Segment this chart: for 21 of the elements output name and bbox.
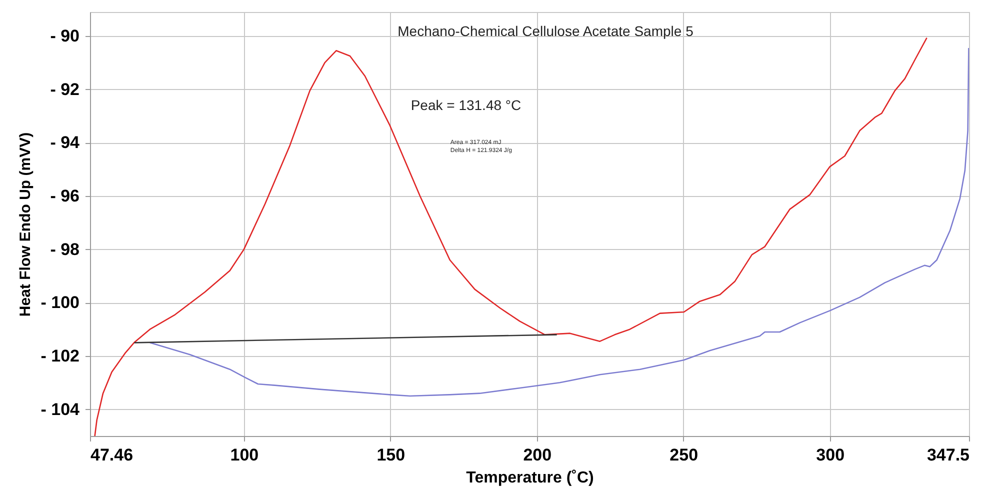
y-tick-label: - 96 bbox=[50, 186, 80, 206]
y-tick-label: - 100 bbox=[40, 293, 80, 312]
y-tick-label: - 104 bbox=[40, 400, 80, 419]
y-tick-label: - 102 bbox=[40, 346, 80, 366]
y-tick-label: - 92 bbox=[50, 80, 80, 99]
x-tick-label: 200 bbox=[523, 446, 552, 464]
y-tick-label: - 98 bbox=[50, 240, 80, 259]
y-axis-title: Heat Flow Endo Up (mVV) bbox=[16, 132, 34, 317]
annotation: Peak = 131.48 °C bbox=[410, 97, 522, 113]
x-tick-label: 250 bbox=[670, 446, 698, 464]
x-tick-label: 100 bbox=[230, 446, 259, 464]
x-tick-label: 300 bbox=[816, 446, 845, 464]
y-tick-label: - 94 bbox=[50, 133, 80, 152]
x-tick-label: 347.5 bbox=[926, 446, 970, 464]
line-series bbox=[149, 47, 969, 397]
y-tick-label: - 90 bbox=[50, 26, 80, 46]
text: Mechano-Chemical Cellulose Acetate Sample 5 bbox=[398, 23, 694, 39]
line-series bbox=[94, 37, 928, 436]
x-axis-title: Temperature (˚C) bbox=[466, 470, 594, 486]
x-tick-label: 150 bbox=[376, 446, 406, 464]
x-tick-label: 47.46 bbox=[90, 446, 134, 464]
